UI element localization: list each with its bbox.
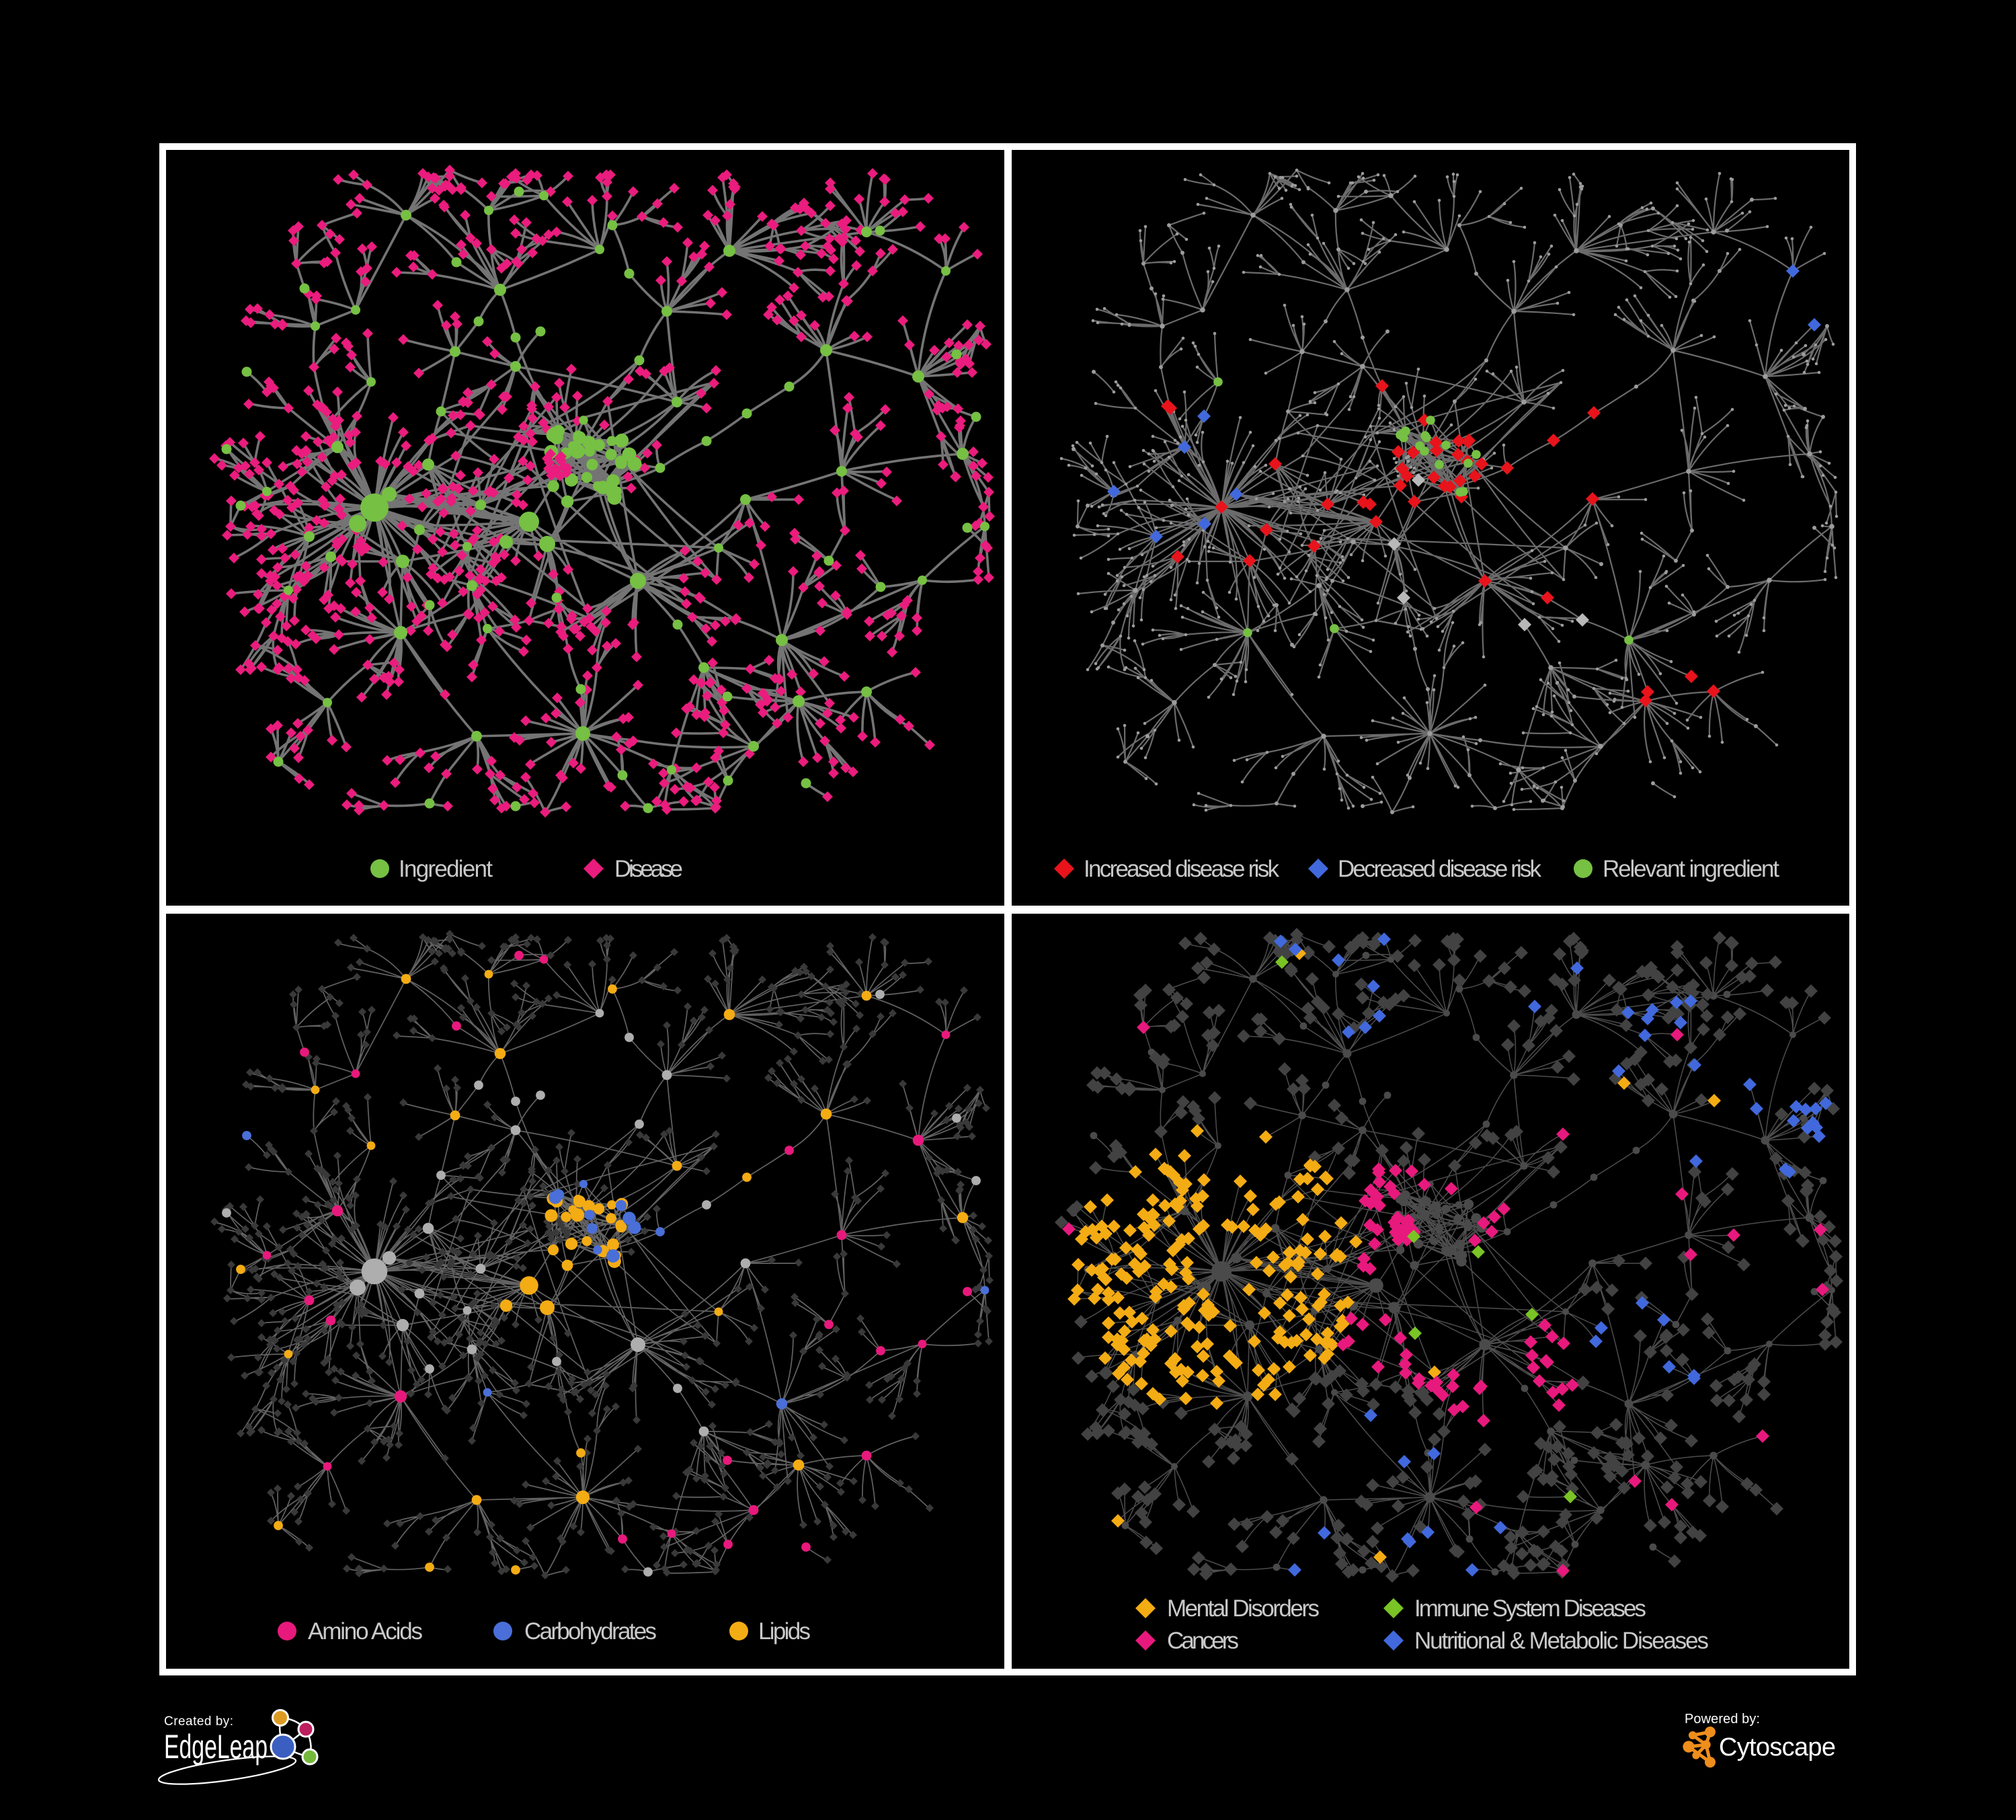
svg-text:Nutritional & Metabolic Diseas: Nutritional & Metabolic Diseases [1414, 1628, 1709, 1654]
svg-text:Cytoscape: Cytoscape [1719, 1733, 1836, 1762]
svg-text:Cancers: Cancers [1167, 1628, 1239, 1654]
svg-text:Lipids: Lipids [758, 1618, 811, 1645]
svg-text:Relevant ingredient: Relevant ingredient [1603, 856, 1779, 882]
svg-text:Created by:: Created by: [164, 1714, 233, 1729]
svg-text:Powered by:: Powered by: [1685, 1712, 1760, 1727]
svg-text:Amino Acids: Amino Acids [308, 1618, 423, 1645]
svg-text:Mental Disorders: Mental Disorders [1167, 1595, 1320, 1622]
svg-text:Carbohydrates: Carbohydrates [524, 1618, 657, 1645]
svg-text:Disease: Disease [614, 856, 683, 882]
svg-text:Immune System Diseases: Immune System Diseases [1414, 1595, 1646, 1622]
svg-text:Increased disease risk: Increased disease risk [1084, 856, 1280, 882]
svg-text:Ingredient: Ingredient [399, 856, 493, 882]
svg-text:EdgeLeap: EdgeLeap [164, 1728, 268, 1766]
svg-text:Decreased disease risk: Decreased disease risk [1338, 856, 1542, 882]
